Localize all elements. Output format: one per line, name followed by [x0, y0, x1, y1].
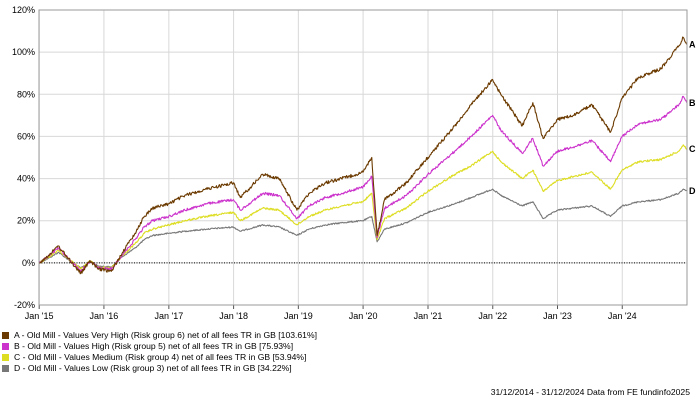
x-tick-label: Jan '19 — [284, 311, 313, 321]
legend-label-c: C - Old Mill - Values Medium (Risk group… — [14, 352, 307, 362]
legend: A - Old Mill - Values Very High (Risk gr… — [2, 330, 317, 374]
x-tick-label: Jan '18 — [219, 311, 248, 321]
legend-item-a[interactable]: A - Old Mill - Values Very High (Risk gr… — [2, 330, 317, 341]
legend-swatch-d — [2, 365, 9, 372]
axes: -20% 0% 20% 40% 60% 80% 100% 120% Jan '15 Jan '16… — [12, 5, 688, 321]
x-tick-label: Jan '20 — [349, 311, 378, 321]
series-end-label-b: B — [689, 98, 696, 108]
y-tick-label: 40% — [17, 174, 35, 184]
y-tick-label: 20% — [17, 216, 35, 226]
x-tick-label: Jan '23 — [543, 311, 572, 321]
x-tick-label: Jan '21 — [414, 311, 443, 321]
y-tick-label: 100% — [12, 47, 35, 57]
footer-source-text: Data from FE fundinfo2025 — [586, 387, 690, 397]
y-tick-label: 60% — [17, 131, 35, 141]
footer-date-range: 31/12/2014 - 31/12/2024 — [490, 387, 585, 397]
legend-item-c[interactable]: C - Old Mill - Values Medium (Risk group… — [2, 352, 317, 363]
x-tick-label: Jan '15 — [25, 311, 54, 321]
x-tick-label: Jan '16 — [90, 311, 119, 321]
series-line-a — [38, 36, 688, 275]
y-tick-label: -20% — [14, 300, 35, 310]
series-end-label-c: C — [689, 144, 696, 154]
legend-swatch-c — [2, 354, 9, 361]
series-end-label-d: D — [689, 186, 696, 196]
legend-swatch-b — [2, 343, 9, 350]
legend-label-b: B - Old Mill - Values High (Risk group 5… — [14, 341, 294, 351]
legend-item-b[interactable]: B - Old Mill - Values High (Risk group 5… — [2, 341, 317, 352]
x-tick-label: Jan '22 — [478, 311, 507, 321]
footer-source: 31/12/2014 - 31/12/2024 Data from FE fun… — [491, 387, 690, 397]
series-lines — [38, 36, 688, 275]
y-tick-label: 80% — [17, 89, 35, 99]
series-line-c — [38, 144, 688, 270]
legend-item-d[interactable]: D - Old Mill - Values Low (Risk group 3)… — [2, 363, 317, 374]
end-labels: D C B A — [689, 40, 696, 196]
y-tick-label: 0% — [22, 258, 35, 268]
grid — [38, 9, 687, 306]
x-tick-label: Jan '24 — [608, 311, 637, 321]
x-tick-label: Jan '17 — [154, 311, 183, 321]
plot-border — [38, 9, 688, 306]
legend-swatch-a — [2, 332, 9, 339]
series-line-b — [38, 95, 688, 273]
series-line-d — [39, 188, 688, 269]
legend-label-a: A - Old Mill - Values Very High (Risk gr… — [14, 330, 317, 340]
legend-label-d: D - Old Mill - Values Low (Risk group 3)… — [14, 363, 292, 373]
series-end-label-a: A — [689, 40, 696, 50]
y-tick-label: 120% — [12, 5, 35, 15]
